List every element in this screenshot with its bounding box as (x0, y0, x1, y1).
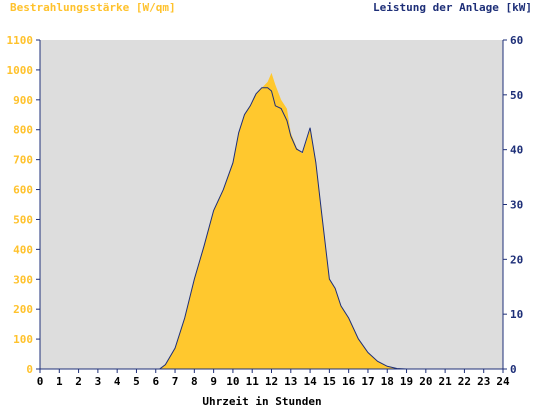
right-tick-label: 0 (510, 363, 517, 376)
x-tick-label: 24 (496, 375, 510, 388)
left-tick-label: 300 (13, 273, 33, 286)
x-tick-label: 0 (37, 375, 44, 388)
x-tick-label: 23 (477, 375, 490, 388)
x-tick-label: 1 (56, 375, 63, 388)
x-tick-label: 3 (95, 375, 102, 388)
x-tick-label: 6 (152, 375, 159, 388)
left-tick-label: 200 (13, 303, 33, 316)
right-tick-label: 30 (510, 199, 523, 212)
right-axis-title: Leistung der Anlage [kW] (373, 1, 532, 14)
left-tick-label: 1100 (7, 34, 34, 47)
x-tick-label: 10 (226, 375, 239, 388)
left-tick-label: 400 (13, 243, 33, 256)
left-tick-label: 700 (13, 154, 33, 167)
right-tick-label: 10 (510, 308, 523, 321)
left-tick-label: 900 (13, 94, 33, 107)
x-tick-label: 12 (265, 375, 278, 388)
right-tick-label: 60 (510, 34, 523, 47)
x-tick-label: 20 (419, 375, 432, 388)
x-tick-label: 11 (246, 375, 260, 388)
x-tick-label: 4 (114, 375, 121, 388)
x-tick-label: 5 (133, 375, 140, 388)
left-tick-label: 100 (13, 333, 33, 346)
x-tick-label: 22 (458, 375, 471, 388)
left-tick-label: 1000 (7, 64, 34, 77)
x-tick-label: 7 (172, 375, 179, 388)
irradiance-area (40, 72, 503, 370)
x-tick-label: 13 (284, 375, 297, 388)
x-tick-label: 21 (439, 375, 453, 388)
x-tick-label: 17 (361, 375, 374, 388)
x-tick-label: 14 (303, 375, 317, 388)
right-tick-label: 40 (510, 144, 523, 157)
x-tick-label: 16 (342, 375, 356, 388)
x-axis-label: Uhrzeit in Stunden (202, 395, 321, 408)
x-tick-label: 19 (400, 375, 413, 388)
right-tick-label: 50 (510, 89, 523, 102)
x-tick-label: 2 (75, 375, 82, 388)
left-tick-label: 500 (13, 213, 33, 226)
power-line (40, 87, 503, 370)
left-tick-label: 800 (13, 124, 33, 137)
x-tick-label: 15 (323, 375, 336, 388)
x-tick-label: 8 (191, 375, 198, 388)
right-tick-label: 20 (510, 253, 523, 266)
x-tick-label: 9 (210, 375, 217, 388)
x-tick-label: 18 (381, 375, 394, 388)
left-tick-label: 0 (26, 363, 33, 376)
left-tick-label: 600 (13, 184, 33, 197)
left-axis-title: Bestrahlungsstärke [W/qm] (10, 1, 176, 14)
